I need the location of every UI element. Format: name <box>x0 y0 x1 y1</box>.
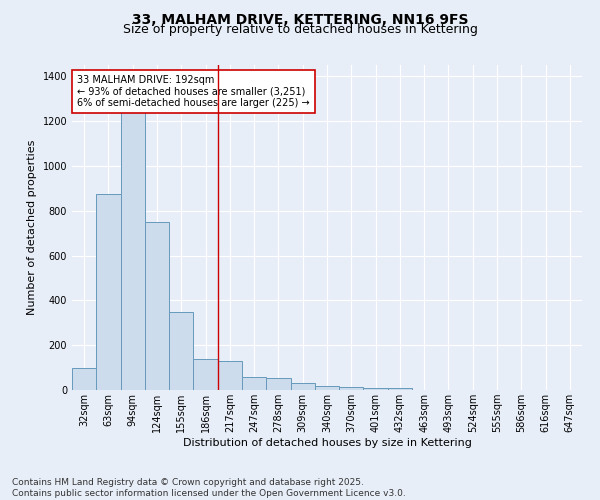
Bar <box>290 384 315 390</box>
Bar <box>388 388 412 390</box>
Y-axis label: Number of detached properties: Number of detached properties <box>27 140 37 315</box>
Bar <box>242 376 266 390</box>
Bar <box>218 361 242 390</box>
Bar <box>339 386 364 390</box>
Text: 33 MALHAM DRIVE: 192sqm
← 93% of detached houses are smaller (3,251)
6% of semi-: 33 MALHAM DRIVE: 192sqm ← 93% of detache… <box>77 74 310 108</box>
Bar <box>169 312 193 390</box>
Bar <box>364 388 388 390</box>
Bar <box>145 222 169 390</box>
Text: 33, MALHAM DRIVE, KETTERING, NN16 9FS: 33, MALHAM DRIVE, KETTERING, NN16 9FS <box>132 12 468 26</box>
Bar <box>96 194 121 390</box>
Bar <box>193 358 218 390</box>
Bar <box>266 378 290 390</box>
X-axis label: Distribution of detached houses by size in Kettering: Distribution of detached houses by size … <box>182 438 472 448</box>
Bar <box>72 368 96 390</box>
Bar <box>121 110 145 390</box>
Text: Size of property relative to detached houses in Kettering: Size of property relative to detached ho… <box>122 22 478 36</box>
Bar <box>315 386 339 390</box>
Text: Contains HM Land Registry data © Crown copyright and database right 2025.
Contai: Contains HM Land Registry data © Crown c… <box>12 478 406 498</box>
